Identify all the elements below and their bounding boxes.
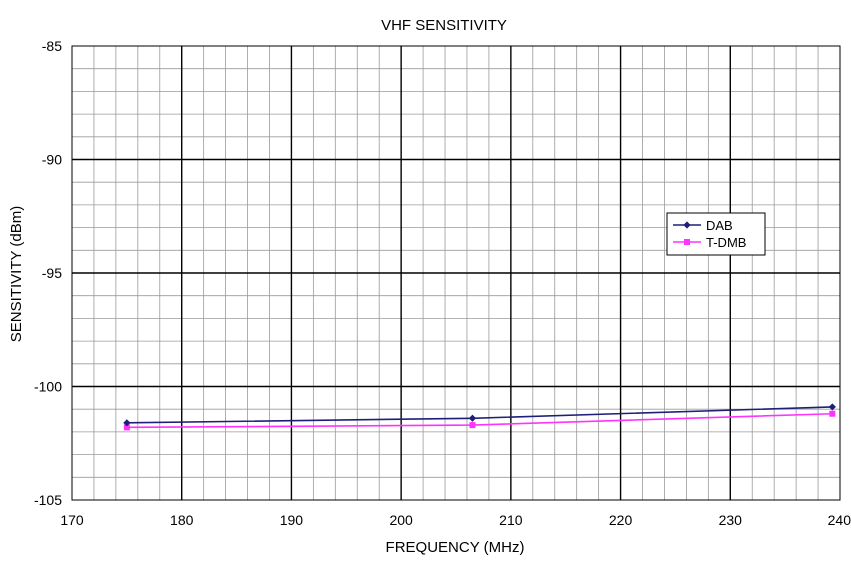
legend: DAB T-DMB [666, 212, 766, 256]
y-tick-label: -85 [42, 38, 62, 54]
x-tick-label: 220 [609, 512, 633, 528]
legend-label-t-dmb: T-DMB [706, 235, 746, 250]
x-tick-label: 230 [719, 512, 743, 528]
legend-box [666, 212, 766, 256]
major-grid [72, 46, 840, 500]
x-tick-label: 240 [828, 512, 851, 528]
data-point-t-dmb [469, 422, 476, 429]
x-tick-label: 170 [60, 512, 84, 528]
data-point-dab [123, 419, 131, 427]
data-point-t-dmb [123, 424, 130, 431]
legend-marker-dab [683, 221, 691, 229]
x-axis-label: FREQUENCY (MHz) [386, 539, 525, 556]
series-line-t-dmb [126, 412, 833, 429]
x-tick-label: 200 [389, 512, 413, 528]
x-tick-label: 180 [170, 512, 194, 528]
y-tick-label: -95 [42, 265, 62, 281]
y-axis-ticks: -85 -90 -95 -100 -105 [34, 38, 62, 508]
series-layer [123, 403, 836, 431]
y-tick-label: -90 [42, 152, 62, 168]
data-point-t-dmb [829, 410, 836, 417]
legend-marker-t-dmb [684, 239, 690, 245]
x-axis-ticks: 170 180 190 200 210 220 230 240 [60, 512, 851, 528]
chart-title: VHF SENSITIVITY [381, 17, 507, 34]
data-point-dab [828, 403, 836, 411]
y-tick-label: -100 [34, 379, 62, 395]
plot-frame [71, 45, 841, 501]
x-tick-label: 210 [499, 512, 523, 528]
data-point-dab [468, 414, 477, 422]
legend-label-dab: DAB [706, 218, 733, 233]
y-axis-label: SENSITIVITY (dBm) [8, 206, 25, 342]
x-tick-label: 190 [280, 512, 304, 528]
y-tick-label: -105 [34, 492, 62, 508]
